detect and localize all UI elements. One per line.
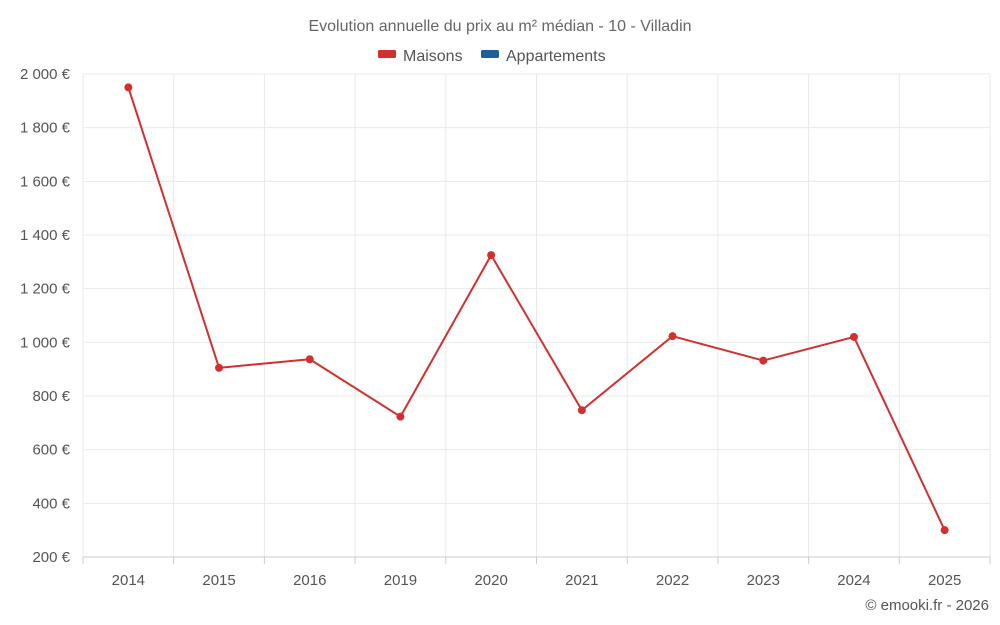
legend-swatch-maisons xyxy=(378,50,396,58)
credit: © emooki.fr - 2026 xyxy=(865,597,989,614)
x-tick-label: 2024 xyxy=(837,572,870,589)
y-tick-label: 2 000 € xyxy=(20,66,71,83)
y-tick-label: 200 € xyxy=(32,549,70,566)
legend-item-appartements[interactable]: Appartements xyxy=(481,48,606,65)
data-point-maisons[interactable] xyxy=(940,526,949,535)
legend-label-appartements: Appartements xyxy=(506,48,606,65)
x-tick-label: 2022 xyxy=(656,572,689,589)
y-tick-label: 1 400 € xyxy=(20,227,71,244)
x-axis-ticks: 2014 2015 2016 2019 2020 2021 2022 2023 2024 2025 xyxy=(82,557,991,589)
x-tick-label: 2023 xyxy=(747,572,780,589)
x-tick-label: 2019 xyxy=(384,572,417,589)
data-point-maisons[interactable] xyxy=(668,332,677,341)
data-point-maisons[interactable] xyxy=(849,332,858,341)
y-tick-label: 1 200 € xyxy=(20,281,71,298)
data-point-maisons[interactable] xyxy=(577,406,586,415)
x-tick-label: 2021 xyxy=(565,572,598,589)
y-tick-label: 1 800 € xyxy=(20,120,71,137)
y-tick-label: 1 600 € xyxy=(20,173,71,190)
y-tick-label: 600 € xyxy=(32,442,70,459)
y-tick-label: 1 000 € xyxy=(20,334,71,351)
y-tick-label: 800 € xyxy=(32,388,70,405)
data-point-maisons[interactable] xyxy=(305,355,314,364)
y-axis-ticks: 200 € 400 € 600 € 800 € 1 000 € 1 200 € 1 400 … xyxy=(20,66,71,566)
x-tick-label: 2014 xyxy=(112,572,145,589)
series xyxy=(124,83,949,535)
x-tick-label: 2015 xyxy=(202,572,235,589)
data-point-maisons[interactable] xyxy=(124,83,133,92)
data-point-maisons[interactable] xyxy=(759,356,768,365)
x-tick-label: 2016 xyxy=(293,572,326,589)
data-point-maisons[interactable] xyxy=(215,363,224,372)
series-line-maisons xyxy=(127,87,946,531)
legend-item-maisons[interactable]: Maisons xyxy=(378,48,463,65)
legend-label-maisons: Maisons xyxy=(403,48,463,65)
x-tick-label: 2020 xyxy=(474,572,507,589)
data-point-maisons[interactable] xyxy=(396,412,405,421)
chart-title: Evolution annuelle du prix au m² médian … xyxy=(308,18,691,35)
data-point-maisons[interactable] xyxy=(487,251,496,260)
y-tick-label: 400 € xyxy=(32,495,70,512)
legend-swatch-appartements xyxy=(481,50,499,58)
legend: Maisons Appartements xyxy=(378,48,606,65)
grid xyxy=(82,73,991,558)
x-tick-label: 2025 xyxy=(928,572,961,589)
